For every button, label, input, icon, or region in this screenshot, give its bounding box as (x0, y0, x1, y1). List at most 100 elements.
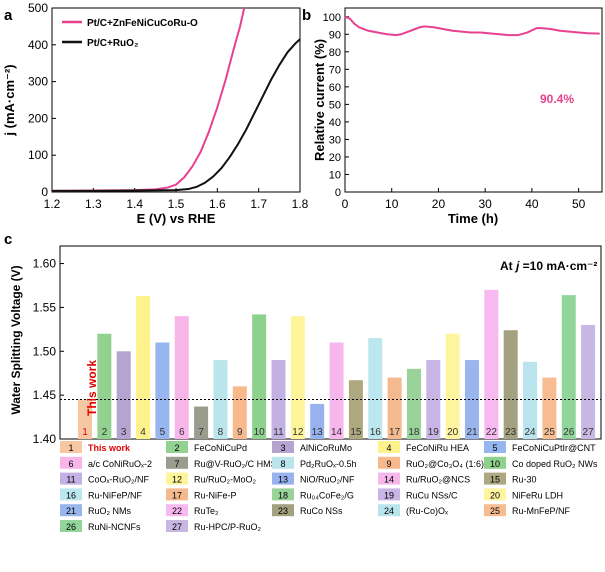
panel-a-xtick-label: 1.2 (44, 197, 61, 211)
panel-c-legend-label: Ru-NiFe-P (194, 490, 237, 500)
panel-c-legend-swatch (166, 488, 188, 501)
panel-b-ytick-label: 90 (329, 29, 341, 41)
panel-c-legend-label: Ru-MnFeP/NF (512, 506, 571, 516)
panel-b-ytick-label: 70 (329, 64, 341, 76)
panel-a-legend-label: Pt/C+ZnFeNiCuCoRu-O (87, 18, 198, 29)
panel-c-legend-swatch (378, 456, 400, 469)
panel-b-xtick-label: 40 (525, 197, 539, 211)
panel-c-bar-label: 23 (505, 427, 517, 438)
panel-b-xtick-label: 20 (432, 197, 446, 211)
panel-c-legend-label: RuCu NSs/C (406, 490, 458, 500)
panel-c-legend-swatch (484, 472, 506, 485)
panel-c-bar (310, 403, 325, 439)
panel-a-xtick-label: 1.5 (168, 197, 185, 211)
panel-c-annotation-part: At (500, 259, 516, 273)
panel-a-series-line (51, 7, 246, 192)
panel-c-legend-number: 27 (172, 522, 182, 532)
panel-c-legend-swatch (60, 520, 82, 532)
panel-c-bar (348, 380, 363, 439)
panel-c-legend-swatch (378, 472, 400, 485)
panel-c-bar (503, 330, 518, 439)
panel-c-legend-number: 11 (66, 475, 75, 485)
panel-b-ytick-label: 40 (329, 117, 341, 129)
panel-c-bar-label: 11 (273, 427, 284, 438)
panel-c-annotation: At j =10 mA·cm⁻² (500, 259, 597, 273)
panel-c-bar (97, 333, 112, 439)
panel-c-bar (329, 342, 344, 439)
panel-c-legend-swatch (272, 472, 294, 485)
panel-c-legend-label: RuNi-NCNFs (88, 522, 141, 532)
panel-c-legend-number: 13 (278, 475, 288, 485)
panel-c-bar-label: 19 (428, 427, 440, 438)
panel-c-legend-number: 7 (174, 459, 179, 469)
panel-c-legend-label: Pd₂RuOₓ-0.5h (300, 459, 356, 469)
panel-c-legend-number: 23 (278, 506, 288, 516)
panel-c-bar (116, 351, 131, 439)
panel-c-bar (78, 399, 92, 439)
panel-b-ytick-label: 10 (329, 169, 341, 181)
panel-c-legend-number: 21 (66, 506, 76, 516)
panel-c-legend-label: Ru/RuO₂@NCS (406, 475, 470, 485)
panel-c-legend-swatch (166, 456, 188, 469)
panel-c-legend-swatch (166, 504, 188, 517)
panel-c-bar-label: 4 (140, 427, 146, 438)
panel-c-bar-label: 15 (350, 427, 362, 438)
panel-c-bar-label: 7 (198, 427, 204, 438)
panel-c-legend-number: 10 (490, 459, 500, 469)
panel-a: 1.2 1.3 1.4 1.5 1.6 1.7 1.8 0 100 200 300 400 500 E … (2, 1, 309, 226)
panel-c-legend-label: RuCo NSs (300, 506, 343, 516)
panel-c-legend-label: FeCoNiCuPd (194, 443, 247, 453)
panel-c-bar (387, 377, 402, 439)
panel-c-legend-swatch (484, 456, 506, 469)
panel-c-legend-swatch (60, 472, 82, 485)
panel-c-bar-label: 17 (389, 427, 401, 438)
panel-a-ytick-label: 400 (28, 38, 48, 52)
panel-c: 1.401.451.501.551.60 1 2 3 4 5 6 7 8 9 10 11 12 13 14… (9, 245, 602, 532)
panel-c-legend-swatch (378, 488, 400, 501)
panel-c-legend-number: 19 (384, 490, 394, 500)
panel-c-legend-swatch (272, 456, 294, 469)
panel-c-this-work-label: This work (85, 360, 99, 416)
panel-b-xtick-label: 30 (479, 197, 493, 211)
panel-c-legend-swatch (272, 488, 294, 501)
panel-c-bar (561, 295, 576, 439)
panel-c-legend-label: RuTe₂ (194, 506, 219, 516)
panel-a-ytick-label: 500 (28, 1, 48, 15)
panel-c-legend-label: This work (88, 443, 131, 453)
panel-c-legend-number: 4 (386, 443, 391, 453)
panel-c-bar (194, 406, 209, 439)
panel-c-legend-label: Co doped RuO₂ NWs (512, 459, 598, 469)
panel-label-c: c (4, 231, 12, 248)
panel-c-legend-number: 2 (174, 443, 179, 453)
panel-b-ytick-label: 100 (323, 12, 341, 24)
panel-c-bar-label: 21 (466, 427, 478, 438)
panel-c-legend-label: (Ru-Co)Oₓ (406, 506, 448, 516)
panel-c-bar-label: 16 (370, 427, 382, 438)
panel-c-bar (484, 289, 499, 439)
panel-c-annotation-part: j (514, 259, 520, 273)
panel-c-legend-label: a/c CoNiRuOₓ-2 (88, 459, 152, 469)
panel-c-bar-label: 10 (254, 427, 266, 438)
panel-c-bar-label: 20 (447, 427, 459, 438)
panel-c-legend-swatch (378, 441, 400, 453)
panel-c-ytick-label: 1.45 (33, 388, 57, 402)
panel-c-bar (368, 338, 383, 439)
panel-c-legend-label: Ru-HPC/P-RuO₂ (194, 522, 262, 532)
panel-label-b: b (302, 7, 311, 24)
panel-c-legend-label: AlNiCoRuMo (300, 443, 352, 453)
panel-c-bar-label: 13 (312, 427, 324, 438)
panel-c-legend-number: 20 (490, 490, 500, 500)
panel-a-ytick-label: 200 (28, 111, 48, 125)
panel-c-legend-number: 3 (280, 443, 285, 453)
panel-c-legend-label: Ru₀₄CoFe₂/G (300, 490, 354, 500)
panel-a-frame (51, 7, 301, 193)
panel-a-xtick-label: 1.7 (250, 197, 267, 211)
panel-c-legend-number: 17 (172, 490, 182, 500)
panel-c-legend-number: 6 (68, 459, 73, 469)
panel-b-series-line (344, 15, 600, 37)
panel-c-legend-label: FeCoNiRu HEA (406, 443, 469, 453)
panel-c-bar (542, 377, 557, 439)
panel-c-bar (290, 316, 305, 439)
panel-c-bar (252, 314, 267, 439)
